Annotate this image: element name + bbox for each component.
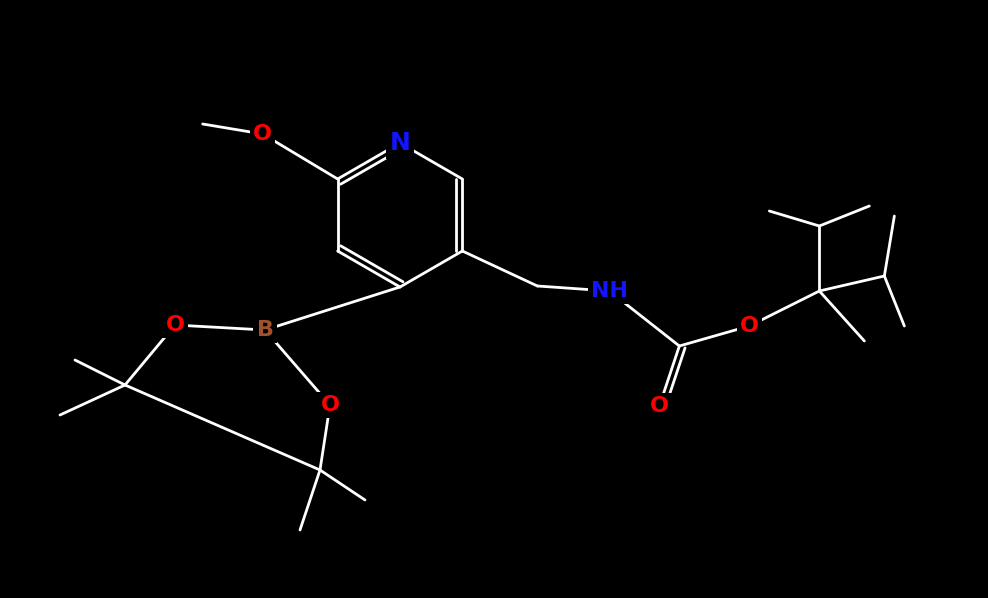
Text: O: O [650,396,669,416]
Text: O: O [740,316,759,336]
Text: NH: NH [591,281,627,301]
Text: B: B [257,320,274,340]
Text: O: O [166,315,185,335]
Text: O: O [320,395,340,415]
Text: N: N [389,131,410,155]
Text: O: O [253,124,272,144]
